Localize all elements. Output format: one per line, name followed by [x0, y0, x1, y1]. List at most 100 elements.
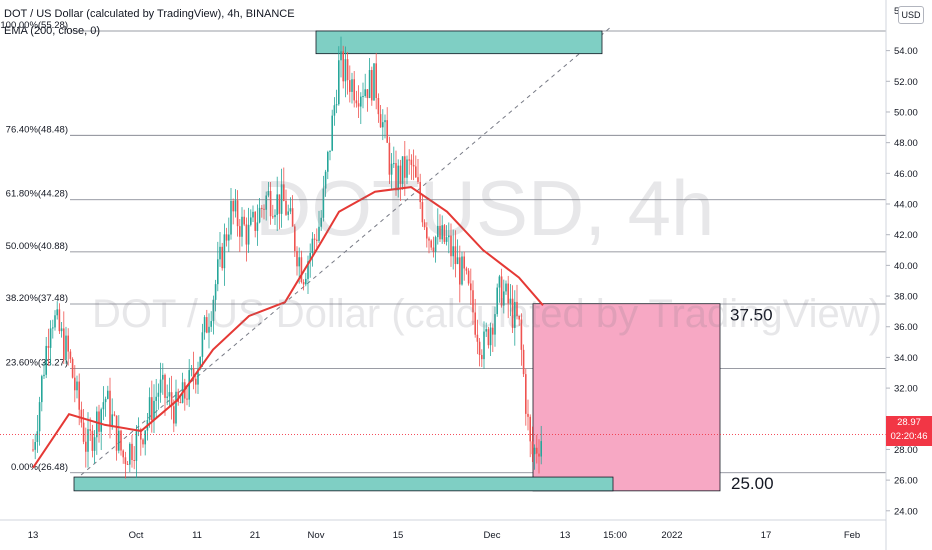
- candle-body: [531, 441, 534, 455]
- candle-body: [362, 95, 364, 97]
- candle-body: [153, 400, 155, 421]
- candle-body: [382, 122, 384, 128]
- candle-body: [67, 335, 69, 352]
- fib-trend-line: [74, 25, 613, 481]
- fib-level-label: 38.20%(37.48): [6, 293, 68, 304]
- candle-body: [122, 450, 124, 458]
- candle-body: [144, 430, 146, 445]
- candle-body: [439, 225, 441, 240]
- candle-body: [313, 238, 316, 240]
- fibonacci-retracement[interactable]: 100.00%(55.28) 76.40%(48.48) 61.80%(44.28)…: [0, 20, 886, 481]
- candle-body: [120, 430, 122, 451]
- price-tick-label: 38.00: [894, 292, 918, 303]
- candle-body: [474, 312, 476, 335]
- candle-body: [212, 299, 215, 322]
- candle-body: [309, 253, 311, 262]
- time-tick-label: Dec: [484, 530, 501, 541]
- candle-body: [498, 276, 501, 288]
- candle-body: [445, 237, 448, 242]
- target-box: [532, 303, 721, 492]
- fib-level-label: 100.00%(55.28): [0, 20, 68, 31]
- candle-body: [450, 235, 452, 257]
- candle-body: [239, 226, 241, 237]
- candle-body: [318, 226, 320, 241]
- candle-body: [252, 211, 254, 218]
- candle-body: [533, 447, 536, 455]
- candle-body: [89, 429, 91, 431]
- candle-body: [148, 397, 151, 420]
- candle-body: [514, 301, 516, 328]
- candle-body: [518, 315, 520, 320]
- candle-body: [157, 392, 160, 397]
- candle-body: [199, 356, 201, 370]
- price-tick-label: 24.00: [894, 506, 918, 517]
- candle-body: [267, 191, 270, 196]
- candle-body: [360, 96, 362, 107]
- time-tick-label: 2022: [661, 530, 682, 541]
- candle-body: [432, 247, 435, 252]
- candle-body: [349, 80, 351, 92]
- candle-body: [492, 327, 494, 335]
- candle-body: [133, 459, 135, 461]
- candle-body: [58, 309, 61, 332]
- candle-body: [327, 151, 329, 172]
- candle-body: [206, 317, 208, 333]
- candle-body: [54, 315, 56, 328]
- candle-body: [384, 120, 386, 123]
- candle-body: [296, 250, 298, 267]
- time-tick-label: Nov: [308, 530, 325, 541]
- candle-body: [393, 163, 395, 165]
- candle-body: [269, 191, 272, 217]
- candle-body: [45, 345, 47, 375]
- fib-level-label: 23.60%(33.27): [6, 358, 68, 369]
- candle-body: [298, 257, 300, 267]
- candle-body: [256, 222, 259, 231]
- candle-body: [159, 379, 162, 393]
- candle-body: [186, 398, 188, 400]
- candle-body: [111, 414, 113, 426]
- candle-body: [344, 59, 347, 82]
- candle-body: [234, 200, 237, 212]
- time-tick-label: 13: [28, 530, 39, 541]
- candle-body: [34, 441, 36, 450]
- candle-body: [470, 283, 472, 291]
- candle-body: [404, 156, 406, 178]
- price-tick-label: 48.00: [894, 138, 918, 149]
- candle-body: [230, 200, 232, 235]
- candle-body: [190, 368, 193, 371]
- candle-body: [311, 238, 314, 254]
- currency-label[interactable]: USD: [898, 6, 924, 24]
- candle-body: [82, 422, 85, 442]
- candle-body: [192, 368, 195, 379]
- candle-body: [357, 103, 360, 107]
- candle-body: [505, 283, 507, 292]
- candle-body: [276, 194, 278, 215]
- candle-body: [511, 298, 514, 328]
- time-tick-label: 15: [393, 530, 404, 541]
- candle-body: [463, 256, 465, 269]
- candle-body: [503, 291, 505, 306]
- candle-body: [247, 224, 250, 245]
- price-tick-label: 34.00: [894, 353, 918, 364]
- candle-body: [56, 309, 58, 316]
- candle-body: [71, 358, 74, 378]
- candle-body: [36, 431, 39, 442]
- candle-body: [459, 257, 461, 285]
- candle-body: [507, 283, 509, 304]
- candle-body: [434, 237, 437, 252]
- candle-body: [228, 234, 230, 241]
- candle-body: [197, 369, 199, 385]
- time-tick-label: Oct: [129, 530, 144, 541]
- indicator-legend[interactable]: EMA (200, close, 0): [4, 25, 100, 37]
- target-high-label: 37.50: [730, 306, 773, 325]
- candle-body: [368, 70, 371, 99]
- symbol-title[interactable]: DOT / US Dollar (calculated by TradingVi…: [4, 8, 295, 20]
- price-tick-label: 26.00: [894, 476, 918, 487]
- candle-body: [496, 287, 498, 315]
- candle-body: [525, 374, 527, 414]
- candle-body: [472, 290, 474, 313]
- fib-level-label: 61.80%(44.28): [6, 189, 68, 200]
- zones-layer[interactable]: [73, 30, 721, 492]
